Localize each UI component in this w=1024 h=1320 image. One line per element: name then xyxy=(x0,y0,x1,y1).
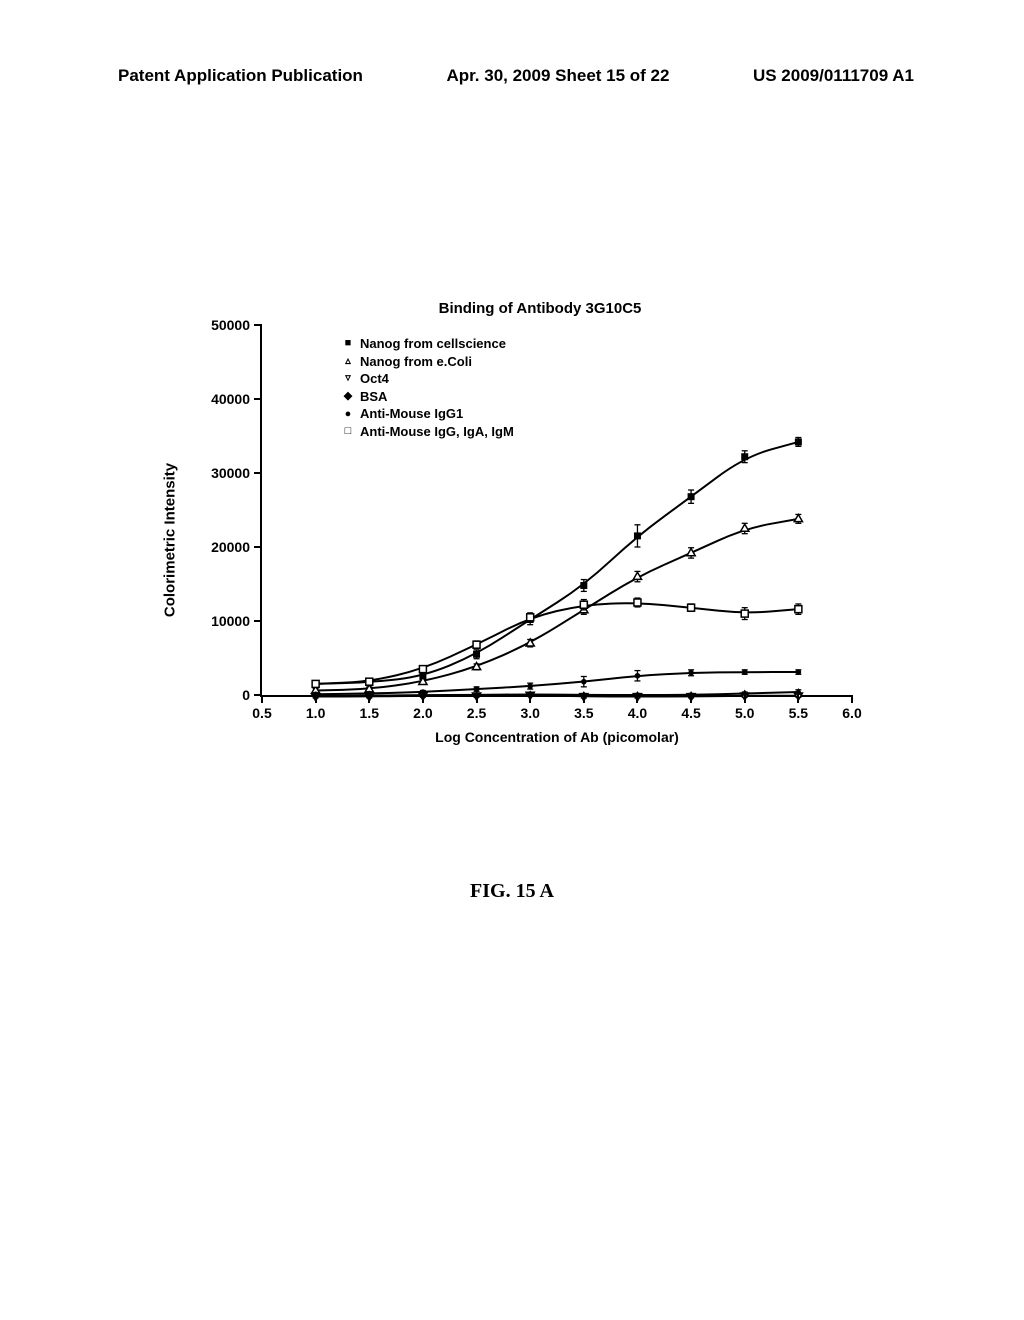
legend-label: Anti-Mouse IgG1 xyxy=(360,405,463,423)
data-point xyxy=(795,438,802,445)
x-tick-label: 4.0 xyxy=(628,705,647,721)
x-tick-label: 6.0 xyxy=(842,705,861,721)
legend-label: BSA xyxy=(360,388,387,406)
data-point xyxy=(366,678,373,685)
legend-item: ● Anti-Mouse IgG1 xyxy=(342,405,514,423)
legend-item: □ Anti-Mouse IgG, IgA, IgM xyxy=(342,423,514,441)
legend-label: Anti-Mouse IgG, IgA, IgM xyxy=(360,423,514,441)
data-point xyxy=(688,670,694,676)
x-tick xyxy=(690,695,692,703)
legend-marker-icon: □ xyxy=(342,426,354,438)
data-point xyxy=(312,680,319,687)
data-point xyxy=(687,549,695,556)
x-tick-label: 1.0 xyxy=(306,705,325,721)
y-tick-label: 10000 xyxy=(211,613,250,629)
x-tick-label: 3.5 xyxy=(574,705,593,721)
x-tick xyxy=(797,695,799,703)
x-tick xyxy=(368,695,370,703)
x-axis-label: Log Concentration of Ab (picomolar) xyxy=(262,729,852,745)
data-point xyxy=(580,582,587,589)
figure-label: FIG. 15 A xyxy=(0,880,1024,903)
data-point xyxy=(741,453,748,460)
data-point xyxy=(688,604,695,611)
legend-item: ◆ BSA xyxy=(342,388,514,406)
data-point xyxy=(580,601,587,608)
series-curve xyxy=(316,519,799,691)
legend-label: Nanog from e.Coli xyxy=(360,353,472,371)
legend-item: ■ Nanog from cellscience xyxy=(342,335,514,353)
data-point xyxy=(688,493,695,500)
data-point xyxy=(794,515,802,522)
header-center: Apr. 30, 2009 Sheet 15 of 22 xyxy=(446,66,669,86)
data-point xyxy=(634,599,641,606)
chart-container: Binding of Antibody 3G10C5 Colorimetric … xyxy=(130,300,890,755)
x-tick-label: 4.5 xyxy=(681,705,700,721)
data-point xyxy=(742,669,748,675)
y-axis-label: Colorimetric Intensity xyxy=(162,463,179,617)
y-tick xyxy=(254,324,262,326)
x-tick-label: 5.5 xyxy=(789,705,808,721)
x-tick xyxy=(851,695,853,703)
x-tick-label: 2.0 xyxy=(413,705,432,721)
y-tick-label: 40000 xyxy=(211,391,250,407)
data-point xyxy=(741,610,748,617)
x-tick xyxy=(476,695,478,703)
data-point xyxy=(633,572,641,579)
y-tick-label: 30000 xyxy=(211,465,250,481)
data-point xyxy=(741,524,749,531)
y-tick-label: 50000 xyxy=(211,317,250,333)
data-point xyxy=(420,689,426,695)
data-point xyxy=(473,651,480,658)
header-right: US 2009/0111709 A1 xyxy=(753,66,914,86)
y-tick xyxy=(254,620,262,622)
series-curve xyxy=(316,672,799,694)
x-tick-label: 5.0 xyxy=(735,705,754,721)
x-tick xyxy=(636,695,638,703)
legend-marker-icon: ■ xyxy=(342,338,354,350)
data-point xyxy=(474,686,480,692)
x-tick xyxy=(261,695,263,703)
x-tick-label: 1.5 xyxy=(360,705,379,721)
chart-legend: ■ Nanog from cellscience ▵ Nanog from e.Col… xyxy=(342,335,514,440)
y-tick xyxy=(254,546,262,548)
x-tick xyxy=(422,695,424,703)
data-point xyxy=(795,606,802,613)
data-point xyxy=(527,614,534,621)
series-curve xyxy=(316,442,799,684)
data-point xyxy=(634,532,641,539)
chart-title: Binding of Antibody 3G10C5 xyxy=(190,300,890,317)
x-tick xyxy=(529,695,531,703)
x-tick-label: 3.0 xyxy=(520,705,539,721)
legend-marker-icon: ▵ xyxy=(342,355,354,367)
legend-item: ▵ Nanog from e.Coli xyxy=(342,353,514,371)
data-point xyxy=(527,683,533,689)
legend-item: ▿ Oct4 xyxy=(342,370,514,388)
y-tick xyxy=(254,472,262,474)
data-point xyxy=(419,666,426,673)
data-point xyxy=(581,679,587,685)
x-tick-label: 0.5 xyxy=(252,705,271,721)
data-point xyxy=(473,641,480,648)
legend-marker-icon: ◆ xyxy=(342,390,354,402)
legend-marker-icon: ● xyxy=(342,408,354,420)
plot-area: ■ Nanog from cellscience ▵ Nanog from e.Col… xyxy=(260,325,852,697)
y-tick-label: 20000 xyxy=(211,539,250,555)
x-tick xyxy=(583,695,585,703)
x-tick xyxy=(744,695,746,703)
y-tick-label: 0 xyxy=(242,687,250,703)
y-tick xyxy=(254,398,262,400)
header-left: Patent Application Publication xyxy=(118,66,363,86)
legend-label: Oct4 xyxy=(360,370,389,388)
x-tick xyxy=(315,695,317,703)
data-point xyxy=(796,669,802,675)
x-tick-label: 2.5 xyxy=(467,705,486,721)
legend-label: Nanog from cellscience xyxy=(360,335,506,353)
legend-marker-icon: ▿ xyxy=(342,373,354,385)
plot-box: Colorimetric Intensity ■Nanog from cells… xyxy=(190,325,890,755)
data-point xyxy=(635,673,641,679)
page-header: Patent Application Publication Apr. 30, … xyxy=(0,66,1024,86)
